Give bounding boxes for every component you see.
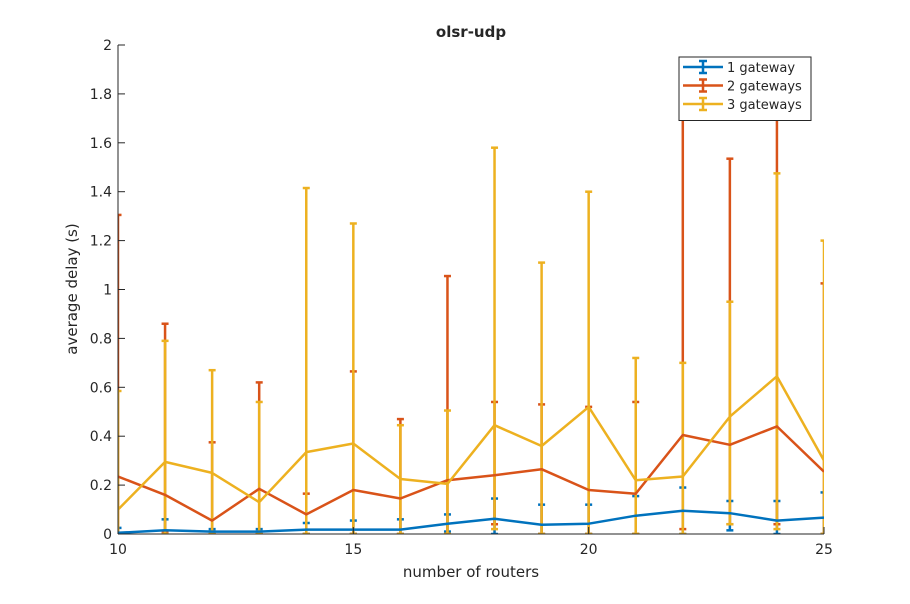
- y-tick-label: 1.2: [90, 234, 112, 250]
- error-bars-3-gateways: [118, 146, 824, 534]
- x-tick-label: 10: [109, 542, 127, 558]
- legend-label: 3 gateways: [727, 98, 802, 113]
- y-tick-label: 0.2: [90, 478, 112, 494]
- y-tick-label: 0.8: [90, 331, 112, 347]
- y-tick-label: 1.6: [90, 136, 112, 152]
- series-line-2-gateways: [118, 425, 824, 522]
- legend-entry: 1 gateway: [683, 59, 795, 76]
- legend-label: 1 gateway: [727, 61, 795, 76]
- x-tick-label: 25: [815, 542, 833, 558]
- x-axis-label: number of routers: [403, 563, 539, 581]
- series-line-3-gateways: [118, 375, 824, 511]
- axes: 0 0.2 0.4 0.6 0.8 1 1.2 1.4 1.6 1.8 2 10 15 20 25: [90, 38, 833, 558]
- y-tick-label: 2: [103, 38, 112, 54]
- legend-entry: 2 gateways: [683, 78, 802, 95]
- y-tick-label: 0.4: [90, 429, 112, 445]
- series-line-1-gateway: [118, 509, 824, 534]
- y-tick-label: 0: [103, 527, 112, 543]
- y-tick-label: 0.6: [90, 380, 112, 396]
- legend-entry: 3 gateways: [683, 96, 802, 113]
- error-bars: [118, 60, 824, 534]
- y-axis-label: average delay (s): [63, 223, 81, 354]
- y-tick-label: 1.4: [90, 185, 112, 201]
- legend-label: 2 gateways: [727, 80, 802, 95]
- y-tick-label: 1.8: [90, 87, 112, 103]
- chart-title: olsr-udp: [436, 23, 506, 41]
- x-tick-label: 15: [344, 542, 362, 558]
- series-lines: [118, 375, 824, 534]
- legend: 1 gateway 2 gateways 3 gateways: [678, 56, 812, 121]
- y-tick-label: 1: [103, 283, 112, 299]
- x-tick-label: 20: [580, 542, 598, 558]
